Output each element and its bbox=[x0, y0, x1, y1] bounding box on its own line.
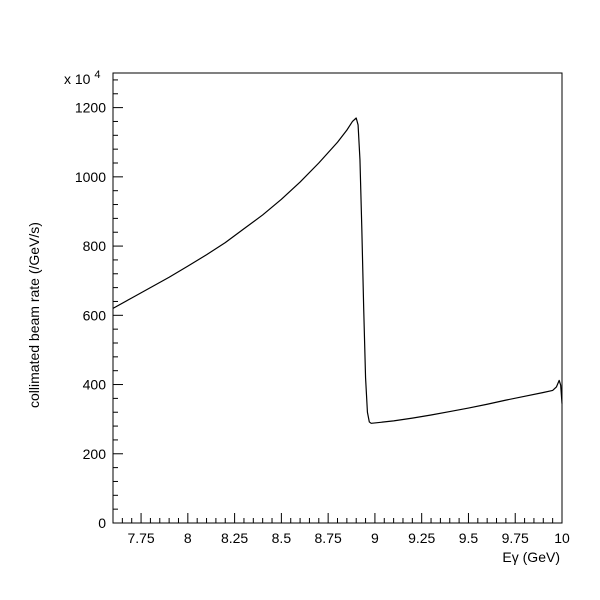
x-tick-label: 9.75 bbox=[502, 530, 529, 546]
x-tick-label: 10 bbox=[554, 530, 570, 546]
y-tick-label: 1000 bbox=[75, 169, 106, 185]
y-axis-multiplier-exponent: 4 bbox=[94, 69, 100, 81]
x-tick-label: 8.5 bbox=[272, 530, 292, 546]
y-axis-multiplier-base: x 10 bbox=[64, 71, 91, 87]
y-axis-ticks: 0 200 400 600 800 1000 1200 bbox=[75, 79, 123, 531]
y-tick-label: 0 bbox=[98, 515, 106, 531]
y-axis-label: collimated beam rate (/GeV/s) bbox=[26, 222, 42, 408]
series-line bbox=[112, 117, 563, 424]
x-tick-label: 7.75 bbox=[127, 530, 154, 546]
y-tick-label: 600 bbox=[83, 307, 107, 323]
plot-frame bbox=[112, 72, 563, 524]
y-tick-label: 1200 bbox=[75, 100, 106, 116]
x-axis-ticks: 7.75 8 8.25 8.5 8.75 9 9.25 9.5 9.75 10 bbox=[121, 513, 570, 546]
x-tick-label: 8.75 bbox=[315, 530, 342, 546]
x-tick-label: 9 bbox=[371, 530, 379, 546]
x-axis-label: Eγ (GeV) bbox=[502, 549, 560, 565]
y-axis-multiplier: x 10 4 bbox=[64, 69, 100, 87]
y-tick-label: 800 bbox=[83, 238, 107, 254]
x-tick-label: 9.5 bbox=[459, 530, 479, 546]
series-layer bbox=[112, 117, 563, 424]
y-tick-label: 400 bbox=[83, 377, 107, 393]
x-tick-label: 8 bbox=[184, 530, 192, 546]
y-tick-label: 200 bbox=[83, 446, 107, 462]
x-tick-label: 9.25 bbox=[408, 530, 435, 546]
x-tick-label: 8.25 bbox=[221, 530, 248, 546]
